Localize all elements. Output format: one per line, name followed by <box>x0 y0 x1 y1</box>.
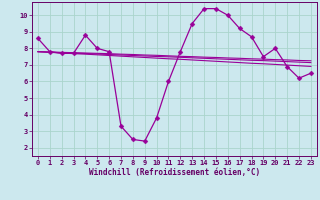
X-axis label: Windchill (Refroidissement éolien,°C): Windchill (Refroidissement éolien,°C) <box>89 168 260 177</box>
